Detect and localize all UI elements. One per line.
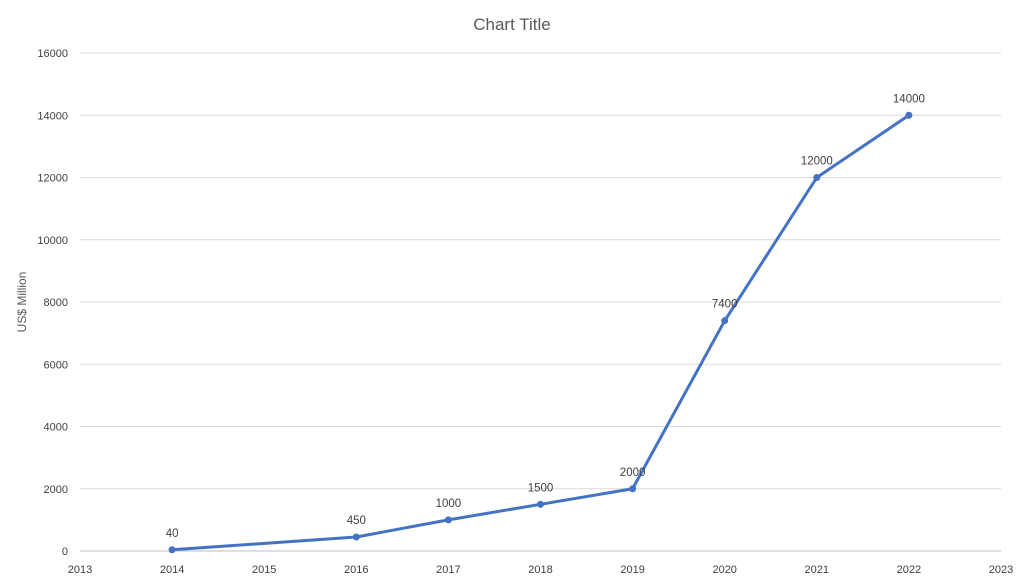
- x-tick-label: 2019: [620, 564, 644, 576]
- y-tick-label: 12000: [37, 173, 68, 185]
- y-tick-label: 10000: [37, 235, 68, 247]
- y-tick-label: 2000: [44, 484, 68, 496]
- series: [168, 111, 913, 554]
- y-tick-label: 4000: [44, 422, 68, 434]
- data-point: [629, 485, 637, 493]
- y-tick-label: 16000: [37, 48, 68, 60]
- data-label: 7400: [712, 299, 738, 311]
- x-tick-label: 2013: [68, 564, 92, 576]
- data-point: [352, 533, 360, 541]
- chart-title: Chart Title: [473, 15, 550, 34]
- data-label: 1000: [436, 498, 462, 510]
- axes: 0 2000 4000 6000 8000 10000 12000 14000 16000 201…: [37, 48, 1013, 576]
- series-line: [170, 113, 911, 552]
- data-label: 1500: [528, 482, 554, 494]
- x-tick-label: 2022: [897, 564, 921, 576]
- data-point: [168, 546, 176, 554]
- y-tick-label: 6000: [44, 359, 68, 371]
- data-label: 12000: [801, 156, 833, 168]
- x-tick-label: 2014: [160, 564, 184, 576]
- data-labels: 40 450 1000 1500 2000 7400 12000 14000: [166, 93, 925, 540]
- x-tick-label: 2018: [528, 564, 552, 576]
- data-label: 40: [166, 528, 179, 540]
- y-tick-label: 14000: [37, 110, 68, 122]
- gridlines: [80, 52, 1001, 490]
- data-point: [537, 500, 544, 508]
- x-tick-label: 2021: [805, 564, 829, 576]
- y-tick-label: 8000: [44, 297, 68, 309]
- x-tick-label: 2020: [712, 564, 736, 576]
- data-point: [444, 516, 452, 524]
- x-tick-label: 2023: [989, 564, 1013, 576]
- data-point: [905, 111, 913, 119]
- data-point: [813, 174, 821, 181]
- y-axis-label: US$ Million: [15, 272, 29, 333]
- data-label: 2000: [620, 467, 646, 479]
- data-point: [721, 317, 729, 325]
- data-label: 14000: [893, 93, 925, 105]
- data-label: 450: [347, 515, 366, 527]
- y-tick-label: 0: [62, 546, 68, 558]
- x-tick-label: 2015: [252, 564, 276, 576]
- x-tick-label: 2017: [436, 564, 460, 576]
- x-tick-label: 2016: [344, 564, 368, 576]
